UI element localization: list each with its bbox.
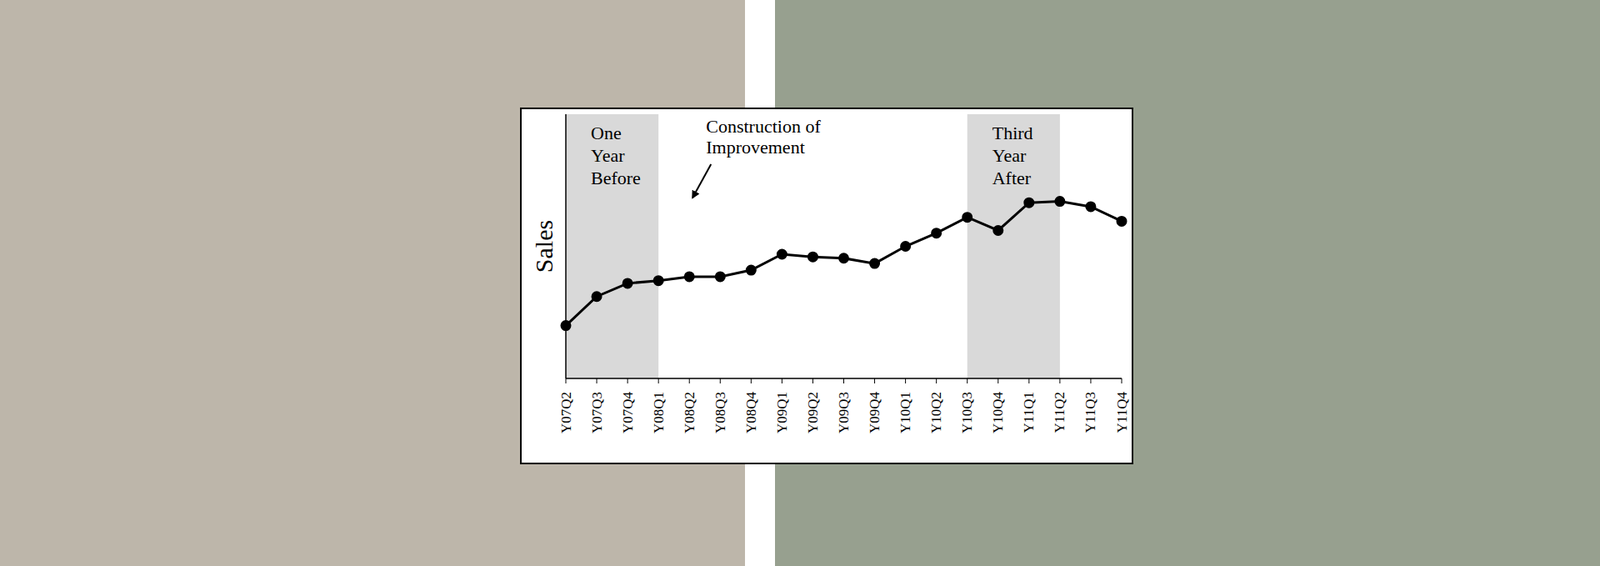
svg-text:Y11Q4: Y11Q4 [1114, 391, 1130, 434]
svg-text:Y08Q4: Y08Q4 [743, 391, 760, 435]
svg-text:Y09Q4: Y09Q4 [866, 391, 883, 435]
svg-text:Y09Q2: Y09Q2 [805, 391, 821, 434]
svg-text:ThirdYearAfter: ThirdYearAfter [992, 122, 1034, 189]
svg-text:Y10Q4: Y10Q4 [990, 391, 1006, 435]
svg-text:Sales: Sales [530, 220, 558, 273]
svg-text:Y11Q2: Y11Q2 [1051, 391, 1068, 433]
svg-text:Y09Q3: Y09Q3 [835, 391, 852, 434]
svg-text:Y07Q2: Y07Q2 [558, 391, 575, 434]
svg-text:Y10Q3: Y10Q3 [959, 391, 975, 434]
svg-text:Y11Q3: Y11Q3 [1082, 391, 1099, 433]
svg-text:Y10Q2: Y10Q2 [928, 391, 945, 434]
svg-text:OneYearBefore: OneYearBefore [590, 122, 641, 189]
svg-text:Y08Q2: Y08Q2 [681, 391, 698, 434]
svg-text:Y10Q1: Y10Q1 [897, 391, 914, 434]
svg-text:Construction ofImprovement: Construction ofImprovement [705, 115, 821, 158]
svg-text:Y07Q4: Y07Q4 [620, 391, 636, 435]
svg-text:Y08Q1: Y08Q1 [650, 391, 667, 434]
svg-text:Y08Q3: Y08Q3 [712, 391, 729, 434]
svg-text:Y11Q1: Y11Q1 [1020, 391, 1037, 433]
svg-text:Y07Q3: Y07Q3 [589, 391, 605, 434]
svg-text:Y09Q1: Y09Q1 [774, 391, 790, 434]
